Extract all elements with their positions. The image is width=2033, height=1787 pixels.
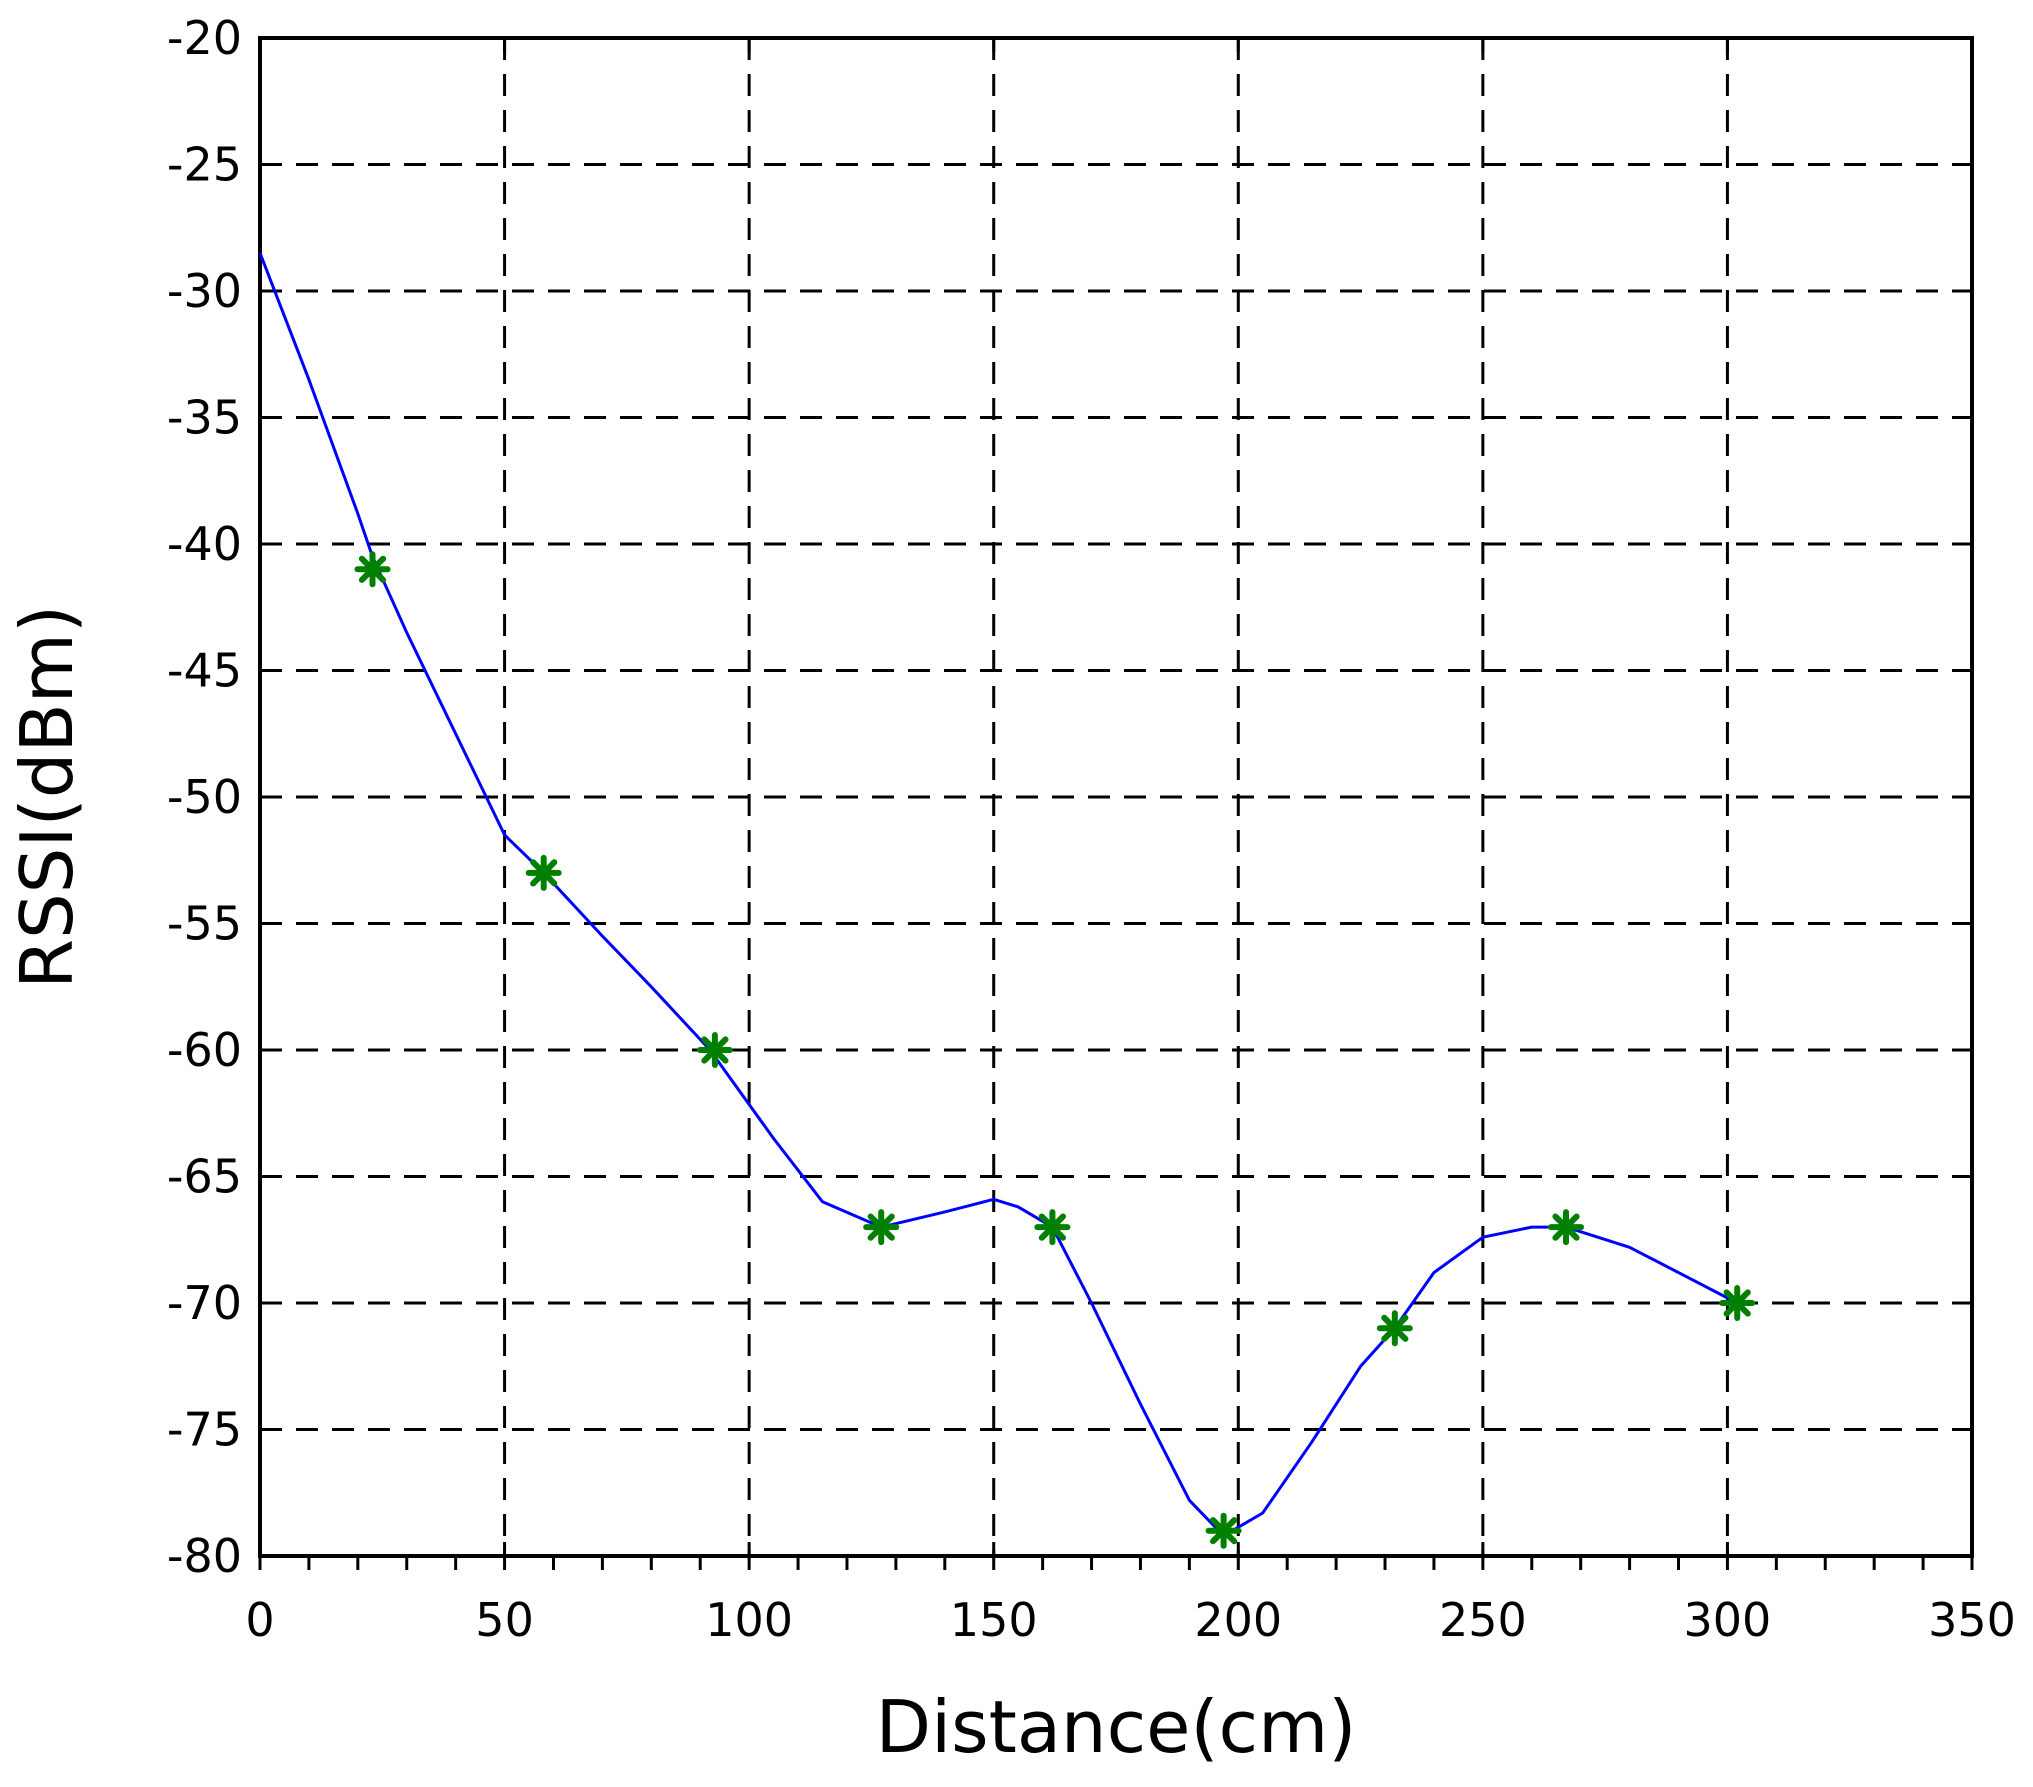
y-tick-label: -70 (167, 1276, 242, 1330)
rssi-fit-curve (258, 252, 1738, 1538)
x-tick-label: 250 (1439, 1593, 1527, 1647)
y-tick-label: -65 (167, 1150, 242, 1204)
data-series (258, 252, 1738, 1538)
y-tick-label: -80 (167, 1529, 242, 1583)
asterisk-stroke (701, 1036, 729, 1064)
data-point-marker (1205, 1512, 1242, 1549)
asterisk-stroke (867, 1213, 895, 1241)
asterisk-stroke (1723, 1289, 1751, 1317)
asterisk-stroke (1038, 1213, 1067, 1241)
y-tick-label: -75 (167, 1403, 242, 1457)
y-tick-label: -30 (167, 264, 242, 318)
grid-lines (260, 38, 1972, 1556)
data-point-marker (354, 551, 391, 588)
asterisk-stroke (358, 555, 387, 583)
x-tick-label: 150 (950, 1593, 1038, 1647)
y-tick-label: -60 (167, 1023, 242, 1077)
y-tick-label: -25 (167, 138, 242, 192)
asterisk-stroke (1381, 1314, 1409, 1342)
x-tick-label: 350 (1928, 1593, 2016, 1647)
y-axis-label: RSSI(dBm) (5, 605, 89, 989)
x-tick-label: 50 (475, 1593, 534, 1647)
asterisk-stroke (1552, 1213, 1580, 1241)
x-tick-label: 300 (1684, 1593, 1772, 1647)
data-point-marker (863, 1209, 900, 1246)
x-tick-label: 100 (705, 1593, 793, 1647)
y-tick-label: -40 (167, 517, 242, 571)
data-point-marker (696, 1032, 733, 1068)
x-axis-label: Distance(cm) (876, 1685, 1357, 1769)
data-markers (354, 551, 1756, 1549)
y-tick-label: -55 (167, 897, 242, 951)
x-tick-label: 200 (1194, 1593, 1282, 1647)
y-tick-label: -50 (167, 770, 242, 824)
data-point-marker (1719, 1285, 1756, 1321)
data-point-marker (1376, 1310, 1413, 1347)
y-tick-label: -20 (167, 11, 242, 65)
tick-labels: 0 50 100 150 200 250 300 350 -20 -25 -30 -35 -40 -45 -… (167, 11, 2016, 1647)
asterisk-stroke (1210, 1517, 1238, 1545)
y-tick-label: -45 (167, 644, 242, 698)
x-tick-label: 0 (245, 1593, 274, 1647)
plot-frame (258, 36, 1974, 1570)
asterisk-stroke (530, 859, 558, 887)
data-point-marker (1034, 1209, 1071, 1246)
data-point-marker (1548, 1209, 1585, 1246)
y-tick-label: -35 (167, 391, 242, 445)
data-point-marker (525, 854, 562, 891)
